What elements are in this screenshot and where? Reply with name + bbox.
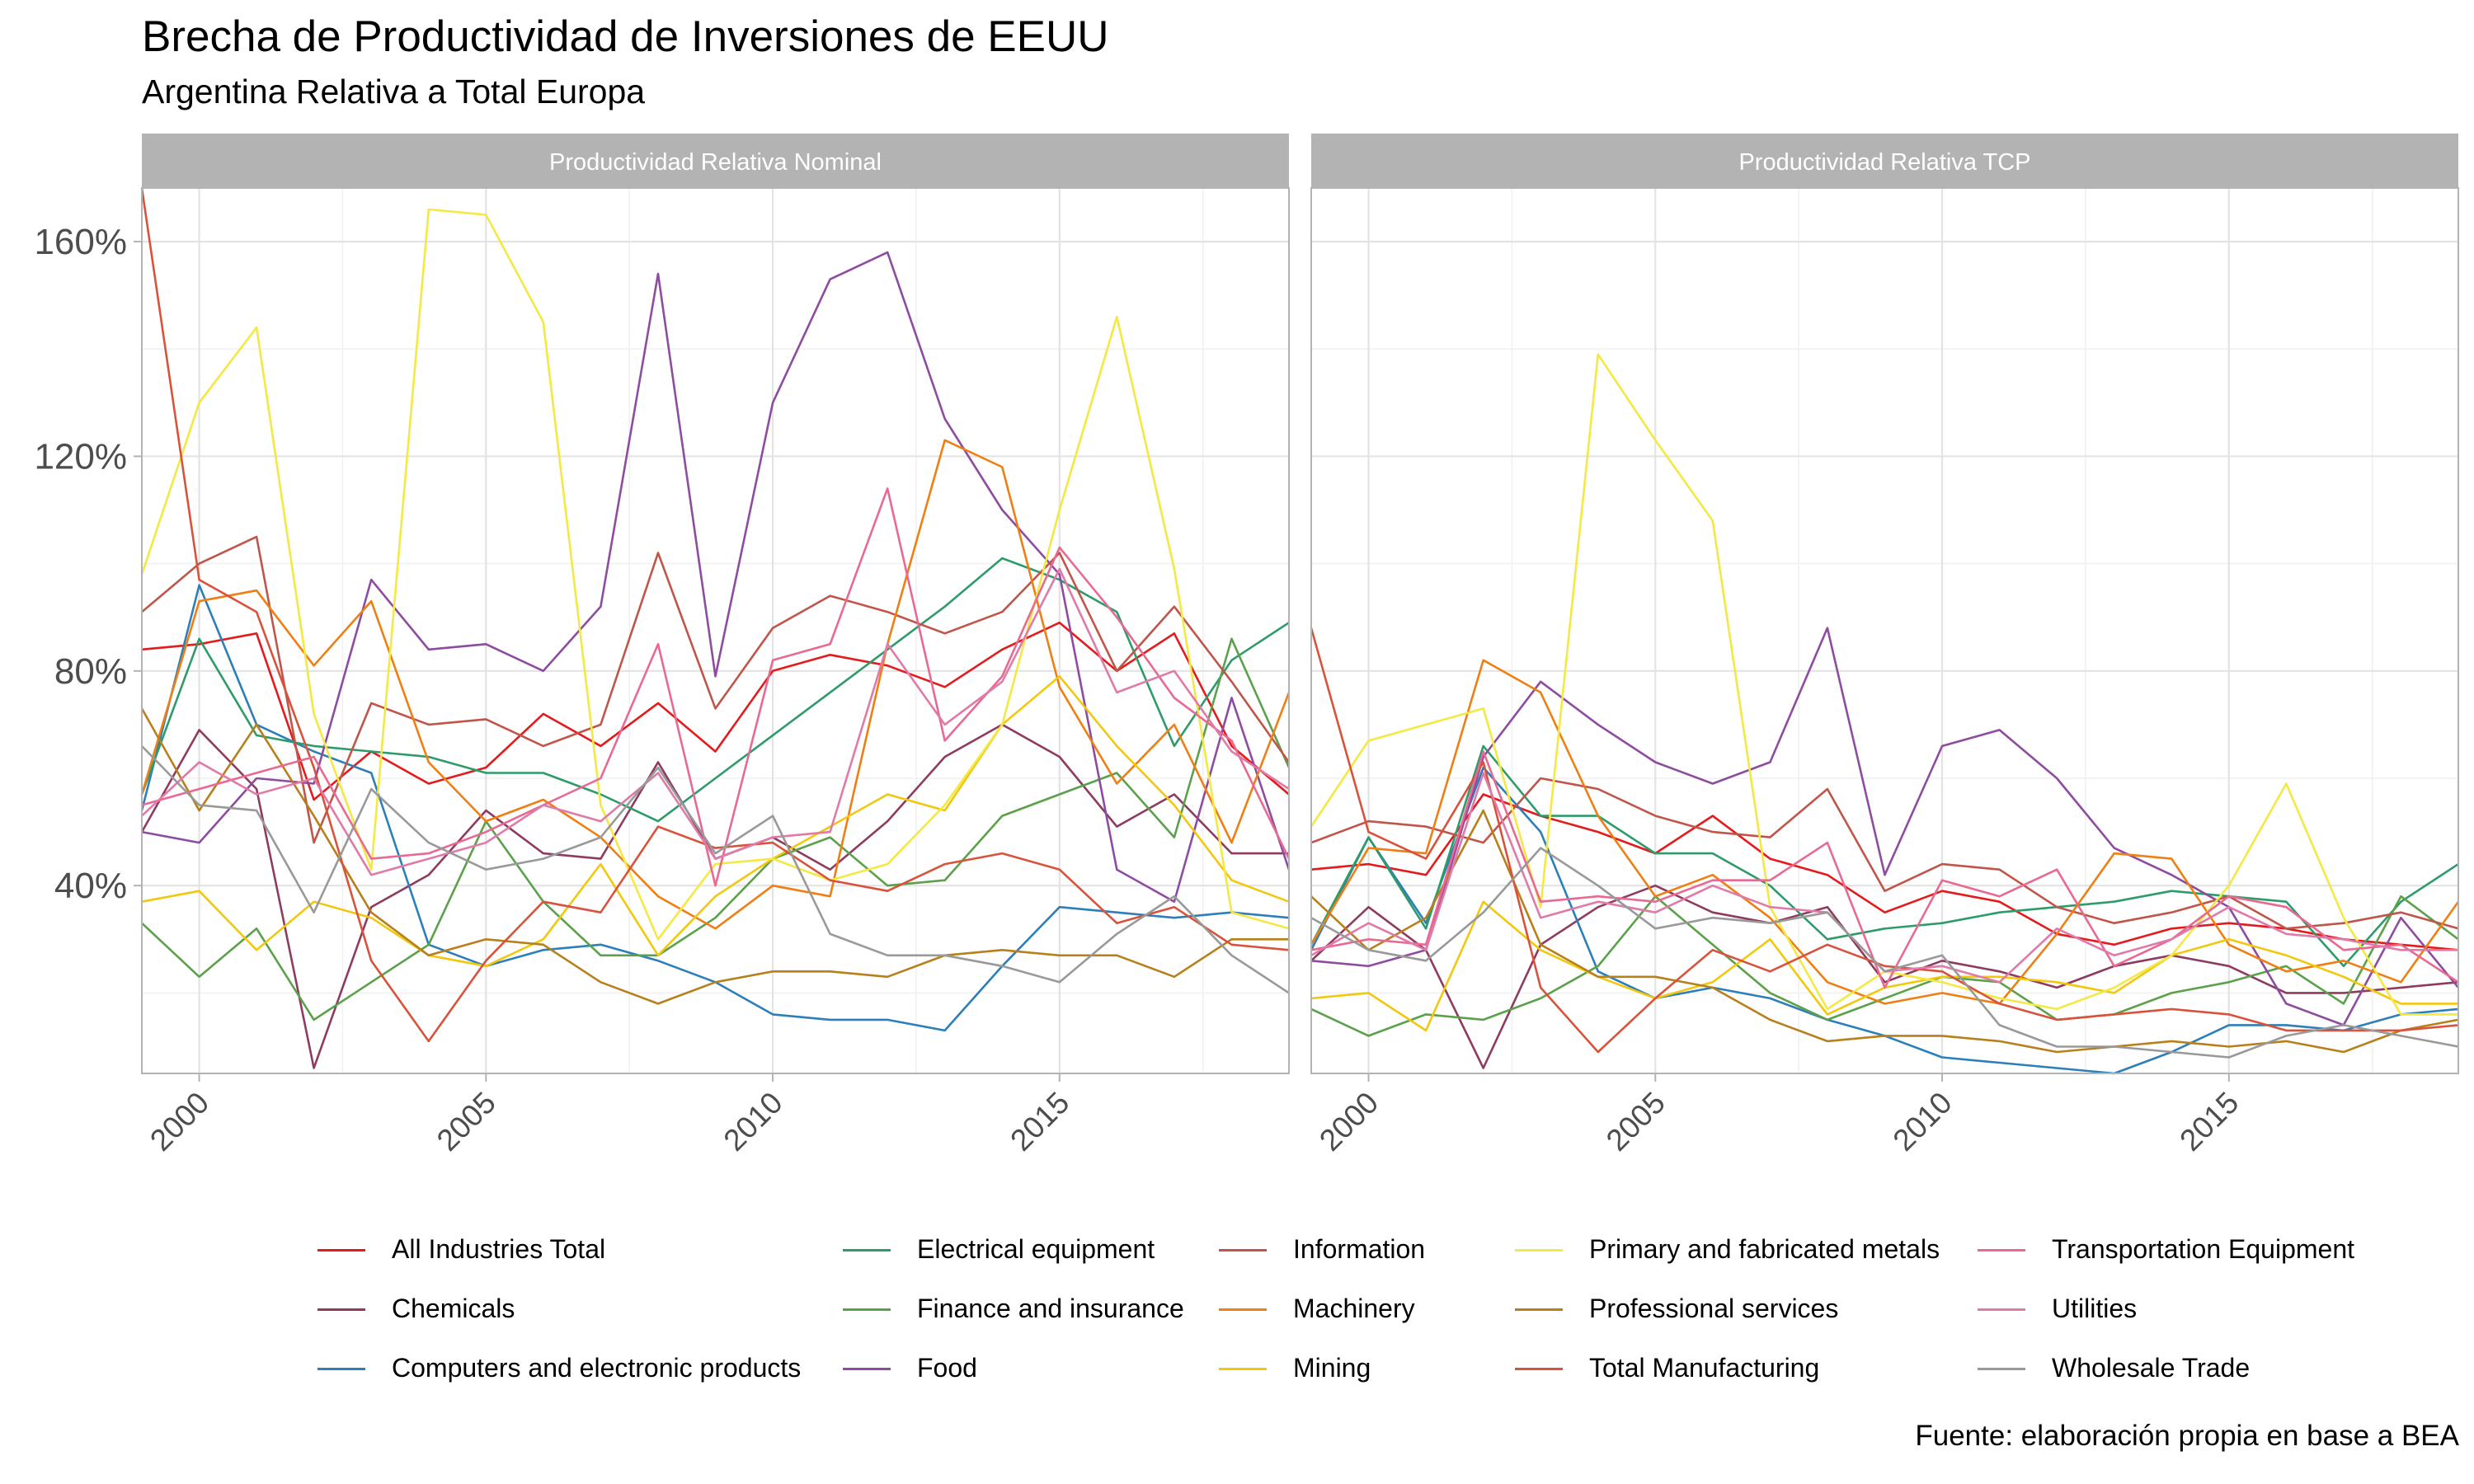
series-line-total-manufacturing-nominal [140,187,1290,1043]
series-line-chemicals-tcp [1310,884,2459,1069]
panel-border-nominal [141,187,1290,1074]
x-tick-label: 2010 [1887,1086,1959,1158]
facet-strip-label-nominal: Productividad Relativa Nominal [549,149,882,176]
legend-label: Food [917,1353,977,1383]
legend-label: Chemicals [392,1294,515,1323]
x-tick-label: 2000 [143,1086,215,1158]
legend-key-utilities [1978,1308,2025,1311]
legend-label: Wholesale Trade [2052,1353,2251,1383]
legend-label: Computers and electronic products [392,1353,802,1383]
legend-key-all-industries-total [317,1249,365,1252]
series-line-food-tcp [1310,627,2460,1026]
legend-label: Primary and fabricated metals [1589,1234,1940,1264]
legend-label: Professional services [1589,1294,1839,1323]
y-tick-label: 80% [54,651,127,692]
legend-key-computers-and-electronic-products [317,1368,365,1370]
panel-background-tcp [1311,188,2458,1073]
legend-key-transportation-equipment [1978,1249,2025,1252]
legend-label: Information [1293,1234,1426,1264]
legend-key-finance-and-insurance [843,1308,891,1311]
chart-title: Brecha de Productividad de Inversiones d… [142,12,1109,61]
legend-key-wholesale-trade [1978,1368,2025,1370]
series-line-mining-nominal [141,674,1290,968]
x-tick-label: 2005 [430,1086,502,1158]
legend-label: Electrical equipment [917,1234,1155,1264]
x-tick-label: 2005 [1600,1086,1672,1158]
series-line-wholesale-trade-tcp [1310,847,2459,1059]
chart-legend: All Industries Total Chemicals Computers a… [317,1233,2429,1422]
series-line-wholesale-trade-nominal [141,744,1290,994]
series-line-electrical-equipment-tcp [1310,744,2459,968]
series-line-finance-and-insurance-nominal [141,637,1291,1021]
legend-key-machinery [1219,1308,1267,1311]
facet-strip-nominal [142,134,1289,188]
series-line-electrical-equipment-nominal [140,556,1290,823]
legend-label: All Industries Total [392,1234,606,1264]
legend-label: Total Manufacturing [1589,1353,1820,1383]
series-line-transportation-equipment-tcp [1310,750,2459,989]
series-line-food-nominal [141,251,1291,903]
y-tick-label: 120% [34,436,127,477]
series-line-primary-and-fabricated-metals-nominal [140,208,1290,941]
legend-key-total-manufacturing [1515,1368,1563,1370]
legend-key-electrical-equipment [843,1249,891,1252]
source-caption: Fuente: elaboración propia en base a BEA [1915,1420,2459,1452]
facet-strip-tcp [1311,134,2458,188]
legend-key-professional-services [1515,1308,1563,1311]
series-line-all-industries-total-nominal [141,621,1290,801]
series-line-total-manufacturing-tcp [1310,627,2459,1054]
series-line-professional-services-nominal [140,707,1289,1005]
x-tick-label: 2010 [717,1086,789,1158]
series-line-machinery-nominal [140,439,1291,930]
facet-strip-label-tcp: Productividad Relativa TCP [1738,149,2030,176]
chart-subtitle: Argentina Relativa a Total Europa [142,73,646,110]
legend-key-chemicals [317,1308,365,1311]
legend-label: Transportation Equipment [2052,1234,2355,1264]
legend-key-food [843,1368,891,1370]
series-line-information-nominal [141,535,1291,844]
series-line-transportation-equipment-nominal [141,487,1291,887]
y-tick-label: 40% [54,866,127,906]
legend-key-information [1219,1249,1267,1252]
legend-label: Machinery [1293,1294,1415,1323]
x-tick-label: 2015 [1004,1086,1075,1158]
series-line-machinery-tcp [1310,659,2460,1005]
y-tick-label: 160% [34,222,127,262]
legend-key-mining [1219,1368,1267,1370]
legend-label: Utilities [2052,1294,2138,1323]
panel-border-tcp [1310,187,2459,1074]
x-tick-label: 2015 [2173,1086,2245,1158]
legend-label: Mining [1293,1353,1371,1383]
legend-label: Finance and insurance [917,1294,1184,1323]
series-line-utilities-nominal [141,567,1290,876]
legend-key-primary-and-fabricated-metals [1515,1249,1563,1252]
x-tick-label: 2000 [1313,1086,1385,1158]
